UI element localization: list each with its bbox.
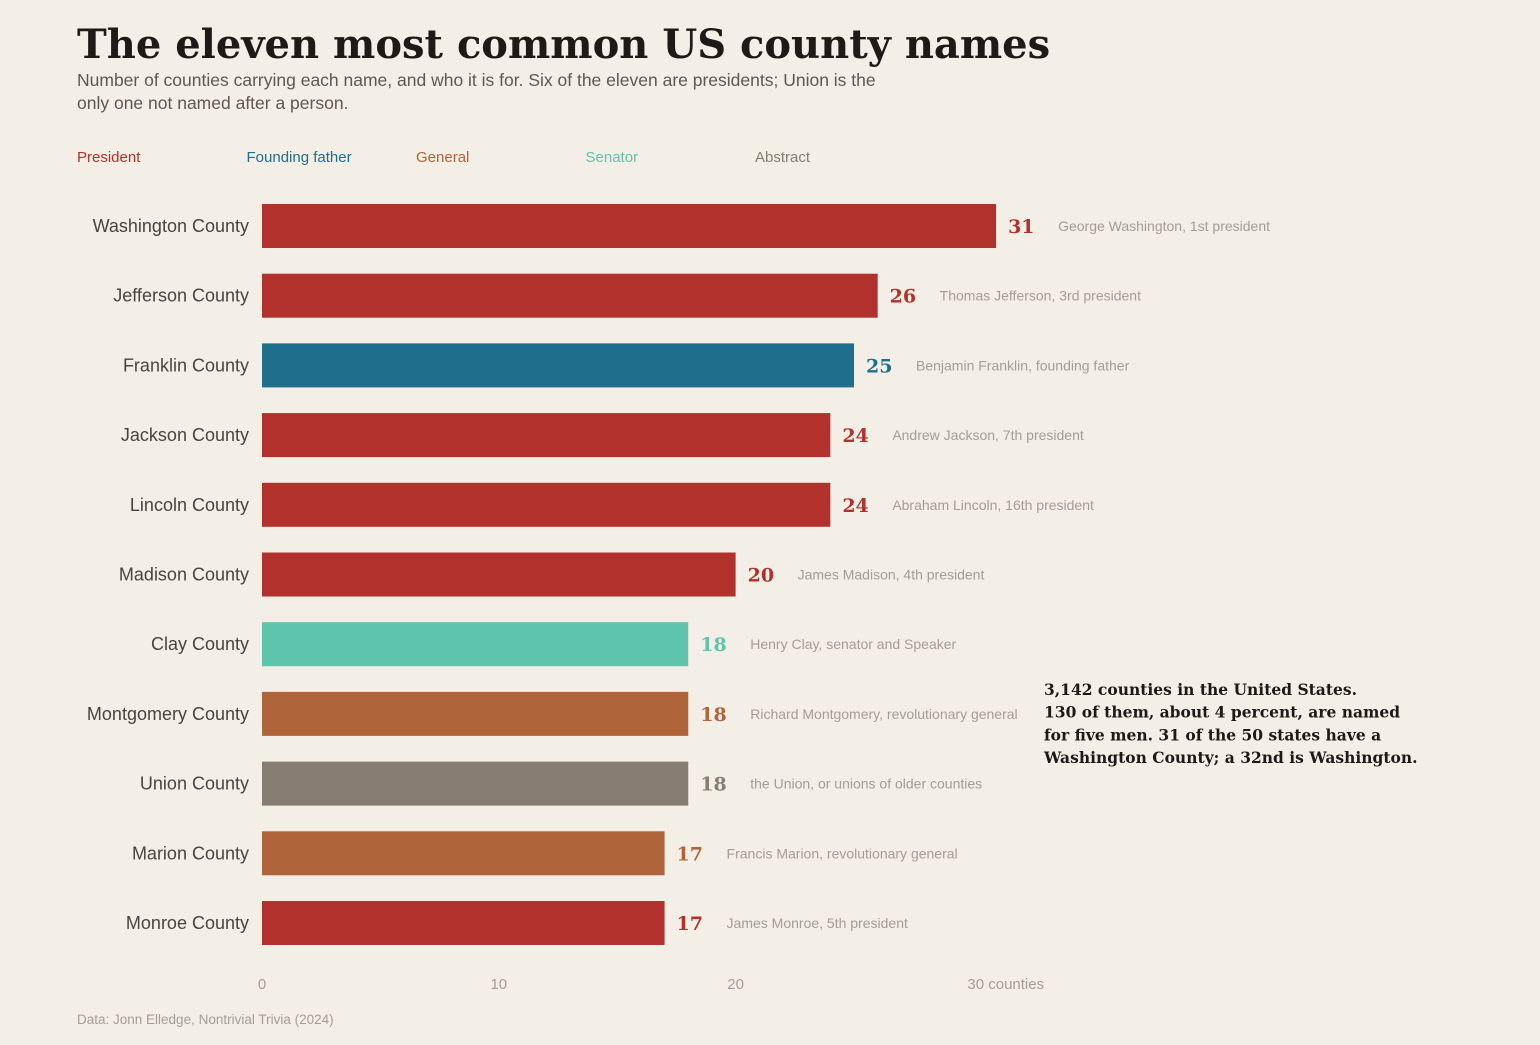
- category-label-monroe-county: Monroe County: [126, 913, 249, 933]
- value-label-lincoln-county: 24: [842, 495, 868, 517]
- note-madison-county: James Madison, 4th president: [798, 567, 985, 583]
- category-label-washington-county: Washington County: [93, 216, 249, 236]
- value-label-montgomery-county: 18: [700, 704, 726, 726]
- note-monroe-county: James Monroe, 5th president: [727, 915, 908, 931]
- note-washington-county: George Washington, 1st president: [1058, 218, 1270, 234]
- value-label-jefferson-county: 26: [890, 286, 916, 308]
- subtitle-line: Number of counties carrying each name, a…: [77, 70, 876, 90]
- legend-item-president: President: [77, 149, 141, 166]
- x-tick-label: 0: [258, 976, 266, 993]
- legend: President Founding father General Senator Ab…: [77, 149, 811, 166]
- value-label-madison-county: 20: [748, 565, 774, 587]
- callout-line: for five men. 31 of the 50 states have a: [1044, 725, 1381, 744]
- x-tick-label: 20: [727, 976, 744, 993]
- legend-item-general: General: [416, 149, 469, 166]
- bar-jefferson-county: [262, 273, 878, 318]
- legend-item-senator: Senator: [586, 149, 639, 166]
- value-label-franklin-county: 25: [866, 355, 892, 377]
- note-marion-county: Francis Marion, revolutionary general: [727, 845, 958, 861]
- category-label-jefferson-county: Jefferson County: [113, 286, 249, 306]
- bar-montgomery-county: [262, 691, 689, 736]
- source-note: Data: Jonn Elledge, Nontrivial Trivia (2…: [77, 1012, 334, 1027]
- bar-franklin-county: [262, 343, 854, 388]
- bar-clay-county: [262, 622, 689, 667]
- category-label-union-county: Union County: [140, 774, 249, 794]
- bar-monroe-county: [262, 901, 665, 945]
- category-label-marion-county: Marion County: [132, 843, 249, 863]
- callout-line: 130 of them, about 4 percent, are named: [1044, 703, 1400, 722]
- note-jefferson-county: Thomas Jefferson, 3rd president: [940, 288, 1141, 304]
- x-tick-label: 30 counties: [967, 976, 1044, 993]
- value-label-jackson-county: 24: [842, 425, 868, 447]
- bars-group: Washington County 31 George Washington, 1s…: [87, 204, 1270, 945]
- bar-madison-county: [262, 552, 736, 597]
- category-label-madison-county: Madison County: [119, 565, 249, 585]
- category-label-jackson-county: Jackson County: [121, 425, 249, 445]
- note-franklin-county: Benjamin Franklin, founding father: [916, 357, 1130, 373]
- note-clay-county: Henry Clay, senator and Speaker: [750, 636, 956, 652]
- x-axis: 0 10 20 30 counties: [258, 976, 1044, 993]
- value-label-marion-county: 17: [677, 843, 703, 865]
- legend-item-abstract: Abstract: [755, 149, 811, 166]
- value-label-clay-county: 18: [700, 634, 726, 656]
- bar-lincoln-county: [262, 482, 831, 527]
- value-label-monroe-county: 17: [677, 913, 703, 935]
- note-union-county: the Union, or unions of older counties: [750, 776, 982, 792]
- category-label-clay-county: Clay County: [151, 634, 249, 654]
- note-montgomery-county: Richard Montgomery, revolutionary genera…: [750, 706, 1017, 722]
- value-label-union-county: 18: [700, 774, 726, 796]
- bar-marion-county: [262, 831, 665, 876]
- subtitle-line: only one not named after a person.: [77, 93, 348, 113]
- bar-jackson-county: [262, 413, 831, 458]
- category-label-franklin-county: Franklin County: [123, 355, 249, 375]
- x-tick-label: 10: [490, 976, 507, 993]
- bar-washington-county: [262, 204, 997, 248]
- chart-subtitle: Number of counties carrying each name, a…: [77, 70, 876, 113]
- bar-union-county: [262, 761, 689, 806]
- callout-line: Washington County; a 32nd is Washington.: [1043, 748, 1418, 767]
- note-jackson-county: Andrew Jackson, 7th president: [892, 427, 1084, 443]
- callout-annotation: 3,142 counties in the United States. 130 …: [1043, 680, 1418, 767]
- category-label-lincoln-county: Lincoln County: [130, 495, 249, 515]
- value-label-washington-county: 31: [1008, 216, 1034, 238]
- chart-title: The eleven most common US county names: [77, 21, 1050, 68]
- category-label-montgomery-county: Montgomery County: [87, 704, 249, 724]
- legend-item-founding_father: Founding father: [247, 149, 352, 166]
- callout-line: 3,142 counties in the United States.: [1044, 680, 1357, 699]
- note-lincoln-county: Abraham Lincoln, 16th president: [892, 497, 1094, 513]
